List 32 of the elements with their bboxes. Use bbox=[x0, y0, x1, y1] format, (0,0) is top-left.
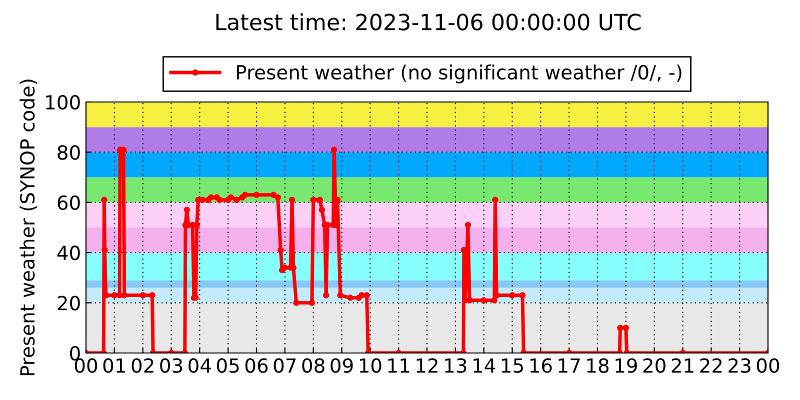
x-tick-label: 13 bbox=[445, 358, 466, 373]
x-tick-label: 07 bbox=[274, 358, 296, 373]
legend-label: Present weather (no significant weather /0/, -) bbox=[237, 64, 682, 84]
x-tick-label: 10 bbox=[360, 358, 382, 373]
x-tick-label: 04 bbox=[188, 358, 211, 373]
x-tick-label: 09 bbox=[330, 358, 353, 373]
x-tick-label: 20 bbox=[643, 358, 666, 373]
x-tick-label: 02 bbox=[132, 358, 154, 373]
x-tick-label: 23 bbox=[728, 358, 750, 373]
x-tick-label: 18 bbox=[587, 358, 609, 373]
x-tick-label: 15 bbox=[502, 358, 523, 373]
x-tick-label: 22 bbox=[700, 358, 722, 373]
x-tick-label: 08 bbox=[302, 358, 324, 373]
x-tick-label: 06 bbox=[245, 358, 268, 373]
x-tick-label: 19 bbox=[616, 358, 637, 373]
x-tick-label: 00 bbox=[756, 358, 780, 373]
x-tick-label: 11 bbox=[388, 358, 410, 373]
y-axis-title: Present weather (SYNOP code) bbox=[20, 80, 37, 376]
x-tick-label: 21 bbox=[672, 358, 694, 373]
x-tick-label: 12 bbox=[416, 358, 438, 373]
x-tick-label: 16 bbox=[530, 358, 552, 373]
x-tick-label: 03 bbox=[160, 358, 182, 373]
y-tick-label: 40 bbox=[57, 246, 80, 260]
x-tick-label: 14 bbox=[474, 358, 496, 373]
chart-title: Latest time: 2023-11-06 00:00:00 UTC bbox=[216, 13, 641, 30]
y-tick-label: 20 bbox=[58, 296, 80, 310]
y-tick-label: 80 bbox=[58, 145, 80, 160]
x-tick-label: 01 bbox=[103, 358, 125, 373]
y-tick-label: 100 bbox=[46, 94, 80, 110]
x-tick-label: 05 bbox=[216, 358, 239, 373]
x-tick-label: 17 bbox=[558, 358, 580, 373]
y-tick-label: 60 bbox=[58, 195, 80, 210]
